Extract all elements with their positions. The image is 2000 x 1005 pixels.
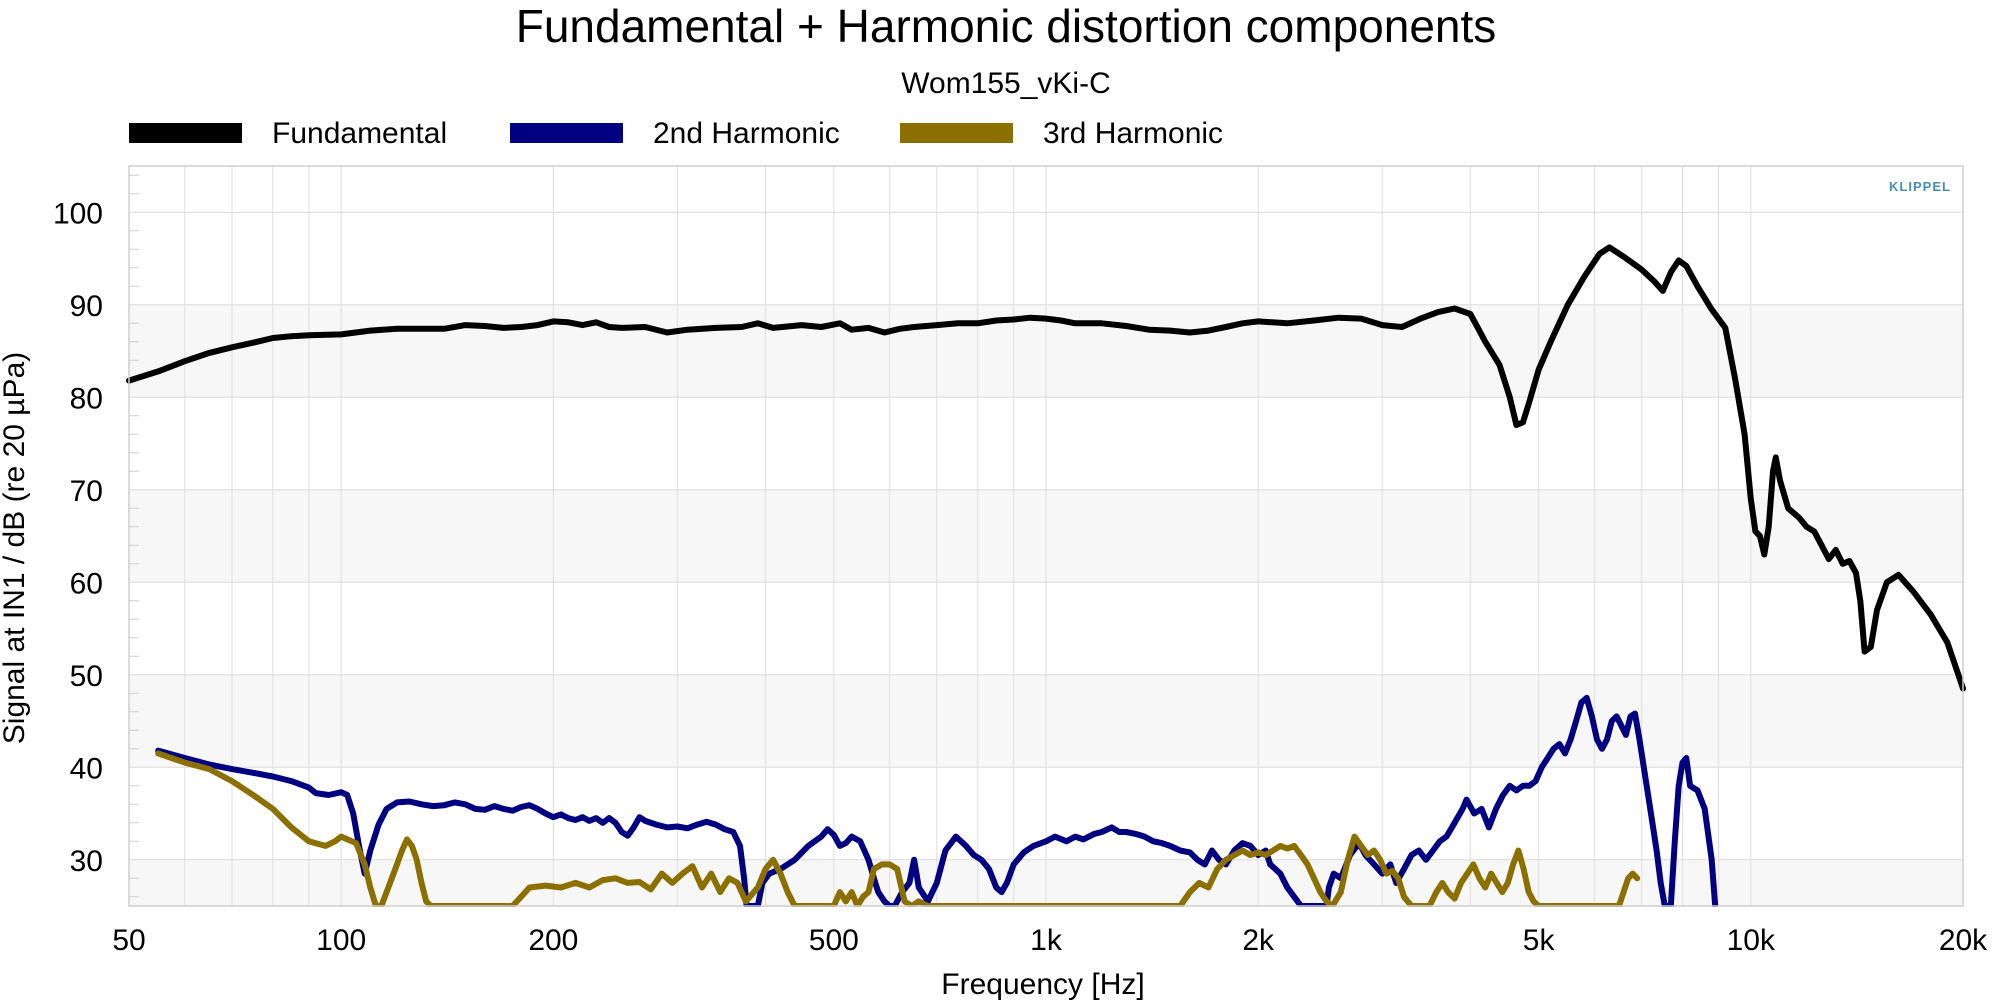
y-tick-label: 80 [70,382,103,415]
x-tick-label: 200 [528,924,578,957]
y-tick-label: 100 [53,197,103,230]
y-tick-label: 60 [70,567,103,600]
legend-swatch-1 [510,123,623,143]
axes: 50 100 200 500 1k 2k 5k 10k 20k 30 40 50 60 70 80 90 100 [0,165,2000,1001]
y-tick-label: 90 [70,290,103,323]
grid [128,166,1964,906]
y-tick-label: 50 [70,660,103,693]
y-tick-label: 40 [70,752,103,785]
x-axis-label: Frequency [Hz] [941,968,1144,1000]
x-tick-label: 20k [1939,924,1988,957]
watermark-logo: KLIPPEL [1889,179,1951,194]
x-tick-label: 10k [1727,924,1776,957]
y-axis-label: Signal at IN1 / dB (re 20 µPa) [0,352,31,744]
legend-label-2: 3rd Harmonic [1043,117,1223,150]
legend-label-1: 2nd Harmonic [653,117,840,150]
x-tick-label: 5k [1523,924,1556,957]
series-layer [126,244,1966,909]
legend-swatch-2 [900,123,1013,143]
x-tick-label: 500 [809,924,859,957]
legend-label-0: Fundamental [272,117,447,150]
plot-frame [128,165,1964,907]
chart-title: Fundamental + Harmonic distortion compon… [516,0,1497,52]
legend: Fundamental 2nd Harmonic 3rd Harmonic [129,117,1223,150]
bottom-mask [0,907,2000,1001]
x-tick-label: 50 [112,924,145,957]
series-line-0 [126,244,1966,692]
y-tick-label: 70 [70,475,103,508]
x-tick-label: 100 [316,924,366,957]
series-line-1 [155,694,1719,909]
y-tick-label: 30 [70,845,103,878]
chart-subtitle: Wom155_vKi-C [901,67,1111,100]
series-line-2 [155,750,1641,909]
x-tick-label: 1k [1030,924,1063,957]
x-tick-label: 2k [1242,924,1275,957]
legend-swatch-0 [129,123,242,143]
